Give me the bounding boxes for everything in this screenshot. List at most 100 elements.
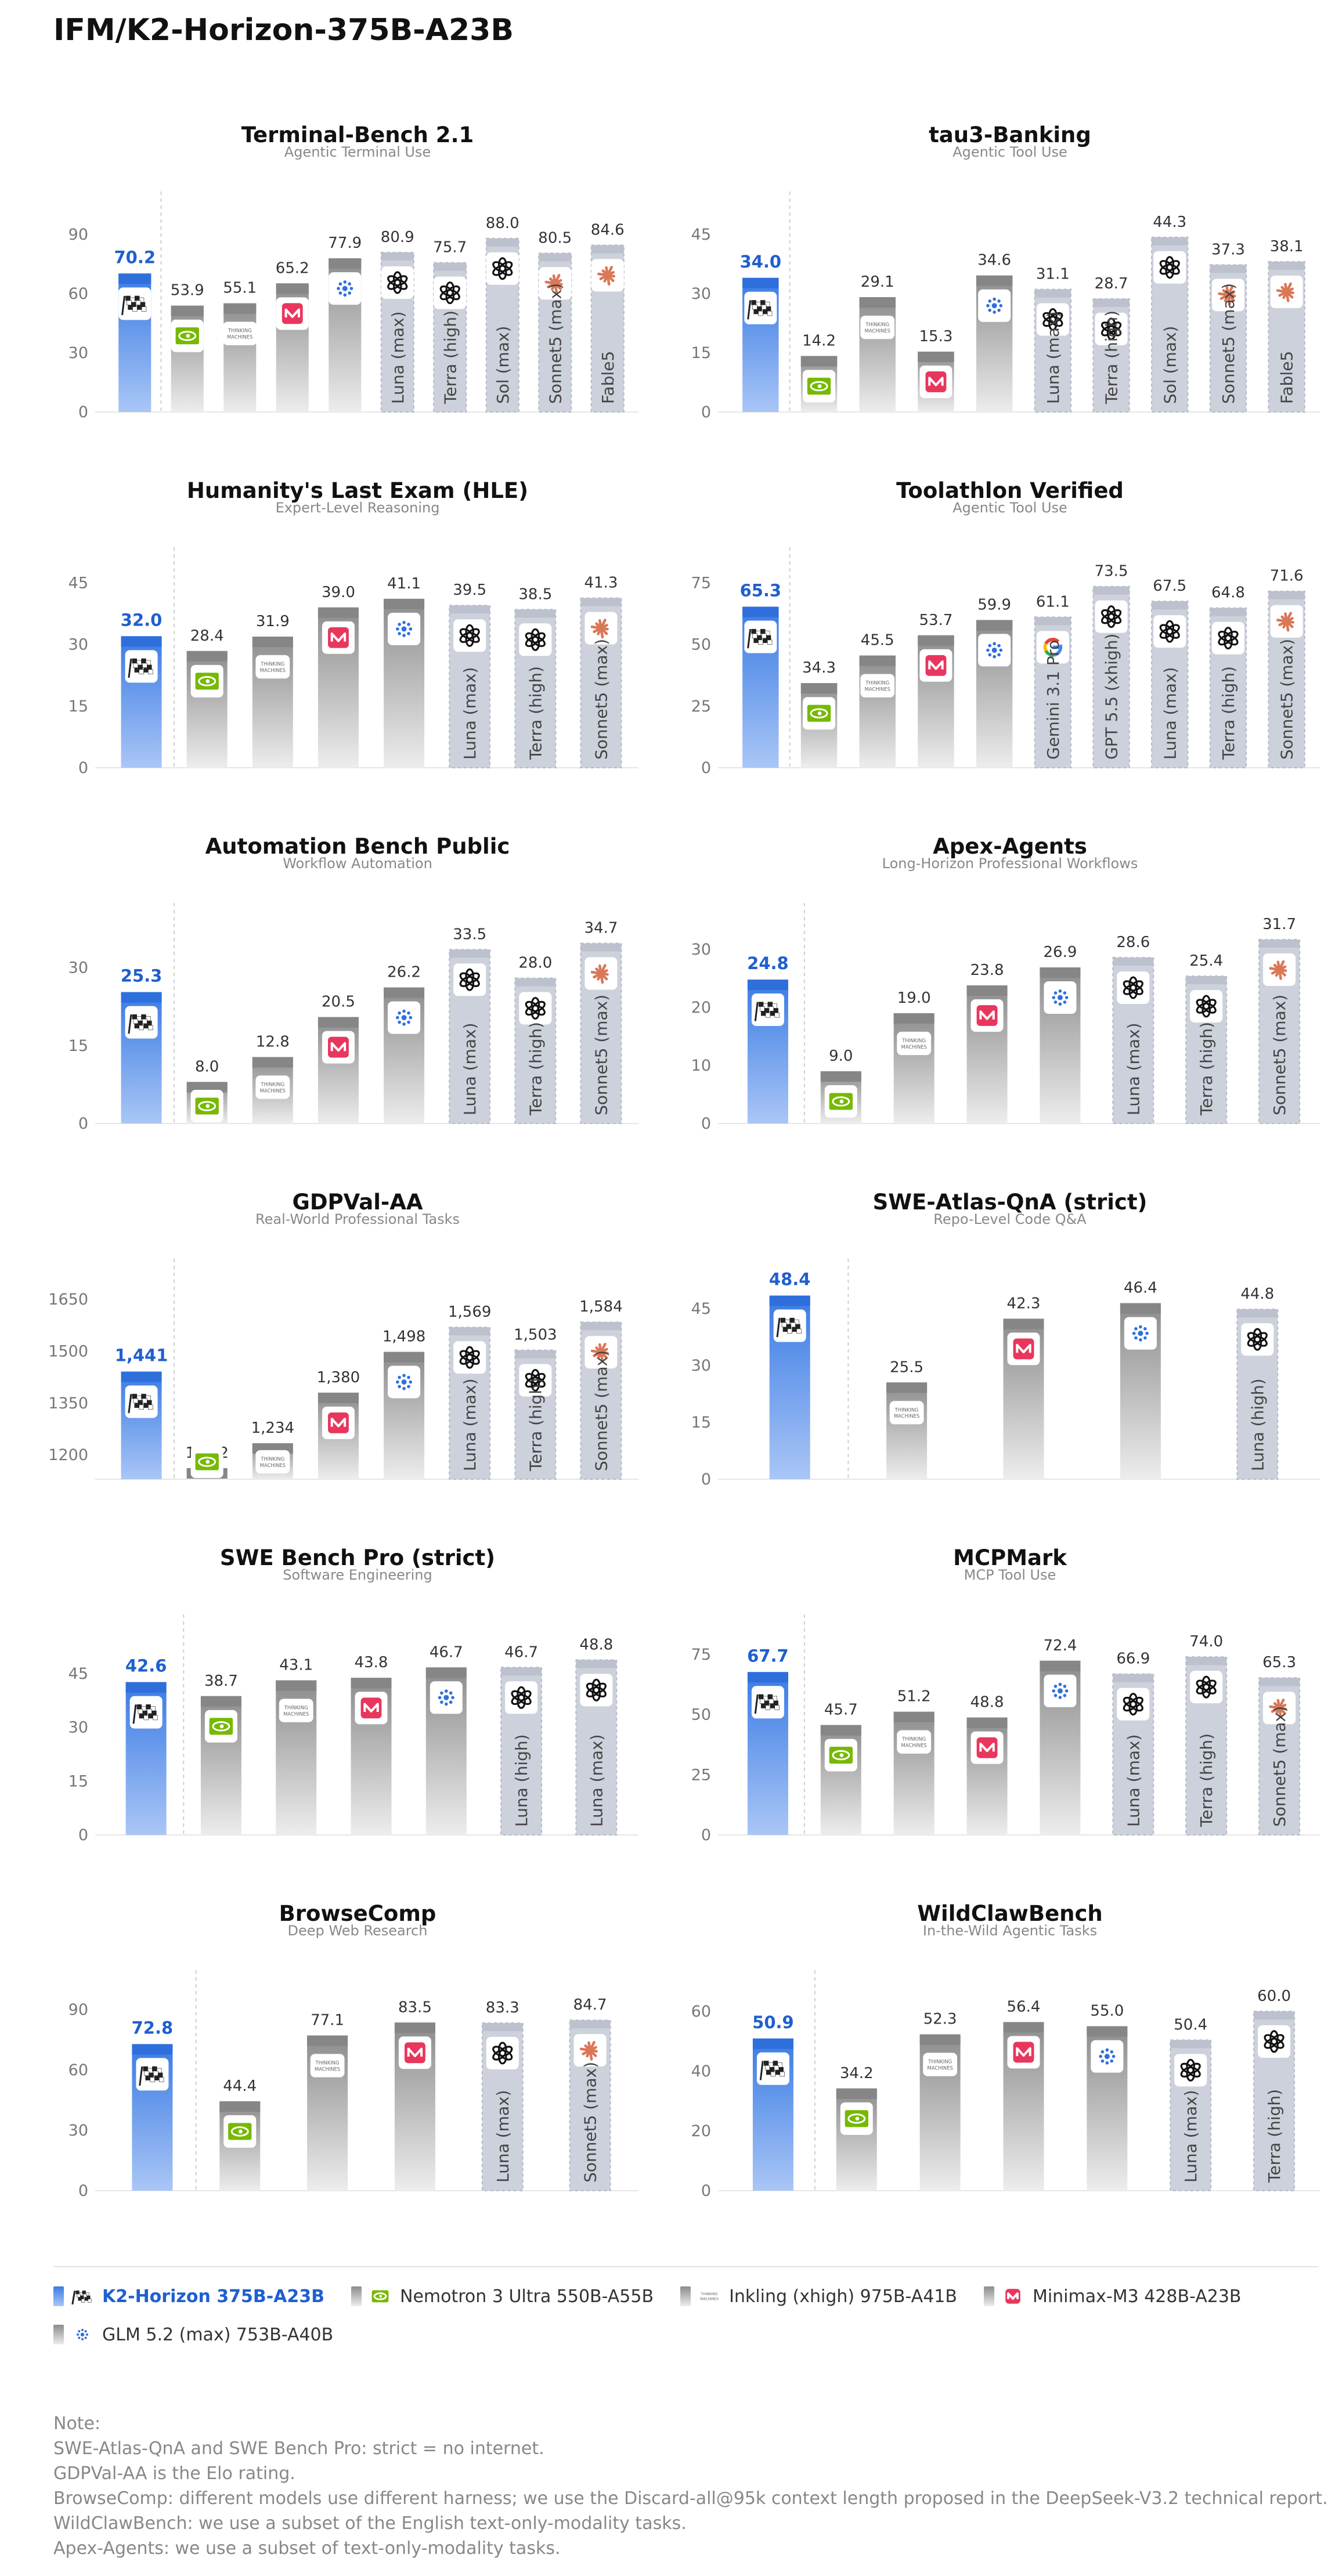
bar-cap (800, 356, 838, 367)
svg-text:MACHINES: MACHINES (283, 1711, 309, 1717)
bar-cap (186, 1082, 228, 1093)
openai-knot-icon (453, 1341, 486, 1374)
bar-cap (539, 253, 572, 262)
nvidia-eye-icon (204, 1710, 237, 1743)
legend-divider (53, 2266, 1319, 2267)
bar-model-name: Sonnet5 (max) (1270, 995, 1289, 1115)
svg-text:THINKING: THINKING (284, 1705, 308, 1711)
chart-panel: Apex-Agents Long-Horizon Professional Wor… (676, 830, 1320, 1155)
glm-spark-icon (1124, 1317, 1157, 1350)
bar-cap (580, 943, 622, 952)
value-label: 73.5 (1095, 563, 1128, 580)
bar-cap (886, 1382, 928, 1393)
openai-knot-icon (1095, 600, 1128, 633)
bar-cap (1034, 289, 1071, 298)
minimax-wave-icon (970, 999, 1004, 1032)
bar-model-name: Terra (high) (526, 666, 545, 760)
bar-cap (1186, 976, 1227, 984)
value-label: 65.3 (740, 580, 782, 600)
anthropic-burst-icon (584, 612, 618, 645)
value-label: 53.7 (919, 612, 953, 629)
y-tick-label: 20 (691, 999, 711, 1017)
y-tick-label: 60 (68, 2061, 88, 2079)
value-label: 48.4 (769, 1270, 811, 1289)
value-label: 56.4 (1007, 1998, 1041, 2015)
anthropic-burst-icon (1211, 279, 1244, 312)
value-label: 67.7 (747, 1646, 789, 1665)
bar-cap (317, 607, 359, 618)
chart-subtitle: In-the-Wild Agentic Tasks (923, 1923, 1097, 1939)
bar-cap (1259, 1678, 1300, 1686)
bar-inkling (223, 303, 257, 412)
bar-cap (1254, 2011, 1295, 2019)
bar-cap (769, 1295, 810, 1306)
bar-cap (132, 2044, 173, 2055)
bar-cap (515, 1350, 556, 1359)
bar-cap (800, 683, 838, 694)
legend-label: GLM 5.2 (max) 753B-A40B (102, 2324, 334, 2345)
chart-title: WildClawBench (917, 1901, 1103, 1926)
value-label: 48.8 (970, 1694, 1004, 1711)
minimax-wave-icon (322, 1406, 355, 1439)
legend-label: Inkling (xhigh) 975B-A41B (729, 2286, 957, 2307)
nvidia-eye-icon (803, 370, 836, 403)
chart-subtitle: Software Engineering (283, 1567, 432, 1583)
chart-title: tau3-Banking (929, 122, 1091, 147)
bar-cap (425, 1667, 467, 1678)
value-label: 1,569 (448, 1303, 491, 1321)
bar-cap (591, 245, 624, 254)
bar-cap (1113, 958, 1154, 966)
svg-text:THINKING: THINKING (865, 321, 889, 327)
minimax-wave-icon (919, 365, 952, 398)
bar-model-name: Luna (max) (1044, 311, 1063, 404)
y-tick-label: 30 (691, 941, 711, 959)
bar-cap (252, 637, 293, 648)
value-label: 32.0 (121, 610, 163, 630)
note-line: SWE-Atlas-QnA and SWE Bench Pro: strict … (53, 2438, 544, 2459)
chart-panel: GDPVal-AA Real-World Professional Tasks 12… (48, 1186, 638, 1511)
y-tick-label: 0 (701, 1471, 711, 1488)
nvidia-eye-icon (824, 1739, 857, 1772)
y-tick-label: 0 (701, 1826, 711, 1844)
bar-cap (576, 1660, 617, 1668)
value-label: 1,380 (317, 1369, 360, 1386)
bar-model-name: Terra (high) (526, 1378, 545, 1472)
svg-text:MACHINES: MACHINES (865, 687, 890, 692)
value-label: 72.8 (132, 2018, 174, 2037)
bar-model-name: Luna (max) (1160, 667, 1179, 760)
value-label: 43.1 (279, 1657, 313, 1674)
checkered-flag-icon (744, 620, 777, 653)
y-tick-label: 30 (68, 959, 88, 977)
y-tick-label: 45 (691, 226, 711, 244)
svg-text:THINKING: THINKING (894, 1407, 919, 1412)
legend: K2-Horizon 375B-A23B Nemotron 3 Ultra 550… (53, 2284, 1284, 2360)
y-tick-label: 0 (78, 1115, 88, 1133)
chart-title: MCPMark (953, 1545, 1067, 1570)
bar-cap (1186, 1657, 1227, 1665)
bar-model-name: Sonnet5 (max) (1270, 1706, 1289, 1827)
y-tick-label: 50 (691, 1706, 711, 1724)
value-label: 25.4 (1189, 952, 1223, 970)
chart-title: SWE-Atlas-QnA (strict) (873, 1190, 1148, 1215)
value-label: 67.5 (1153, 577, 1186, 595)
value-label: 65.3 (1262, 1654, 1296, 1671)
nvidia-eye-icon (190, 1090, 223, 1122)
bar-cap (752, 2038, 793, 2049)
glm-spark-icon (430, 1681, 463, 1714)
svg-text:THINKING: THINKING (228, 328, 252, 334)
value-label: 77.9 (328, 234, 362, 252)
value-label: 83.5 (398, 1999, 432, 2016)
value-label: 84.6 (591, 221, 625, 239)
nvidia-eye-icon (803, 697, 836, 730)
bar-model-name: Fable5 (1278, 351, 1297, 404)
legend-item-nemotron: Nemotron 3 Ultra 550B-A55B (351, 2284, 654, 2309)
chart-panel: Toolathlon Verified Agentic Tool Use 0 25 50… (676, 475, 1320, 800)
chart-title: SWE Bench Pro (strict) (220, 1545, 495, 1570)
value-label: 25.5 (890, 1359, 923, 1376)
svg-text:MACHINES: MACHINES (894, 1413, 919, 1419)
bar-model-name: Sonnet5 (max) (581, 2062, 600, 2183)
